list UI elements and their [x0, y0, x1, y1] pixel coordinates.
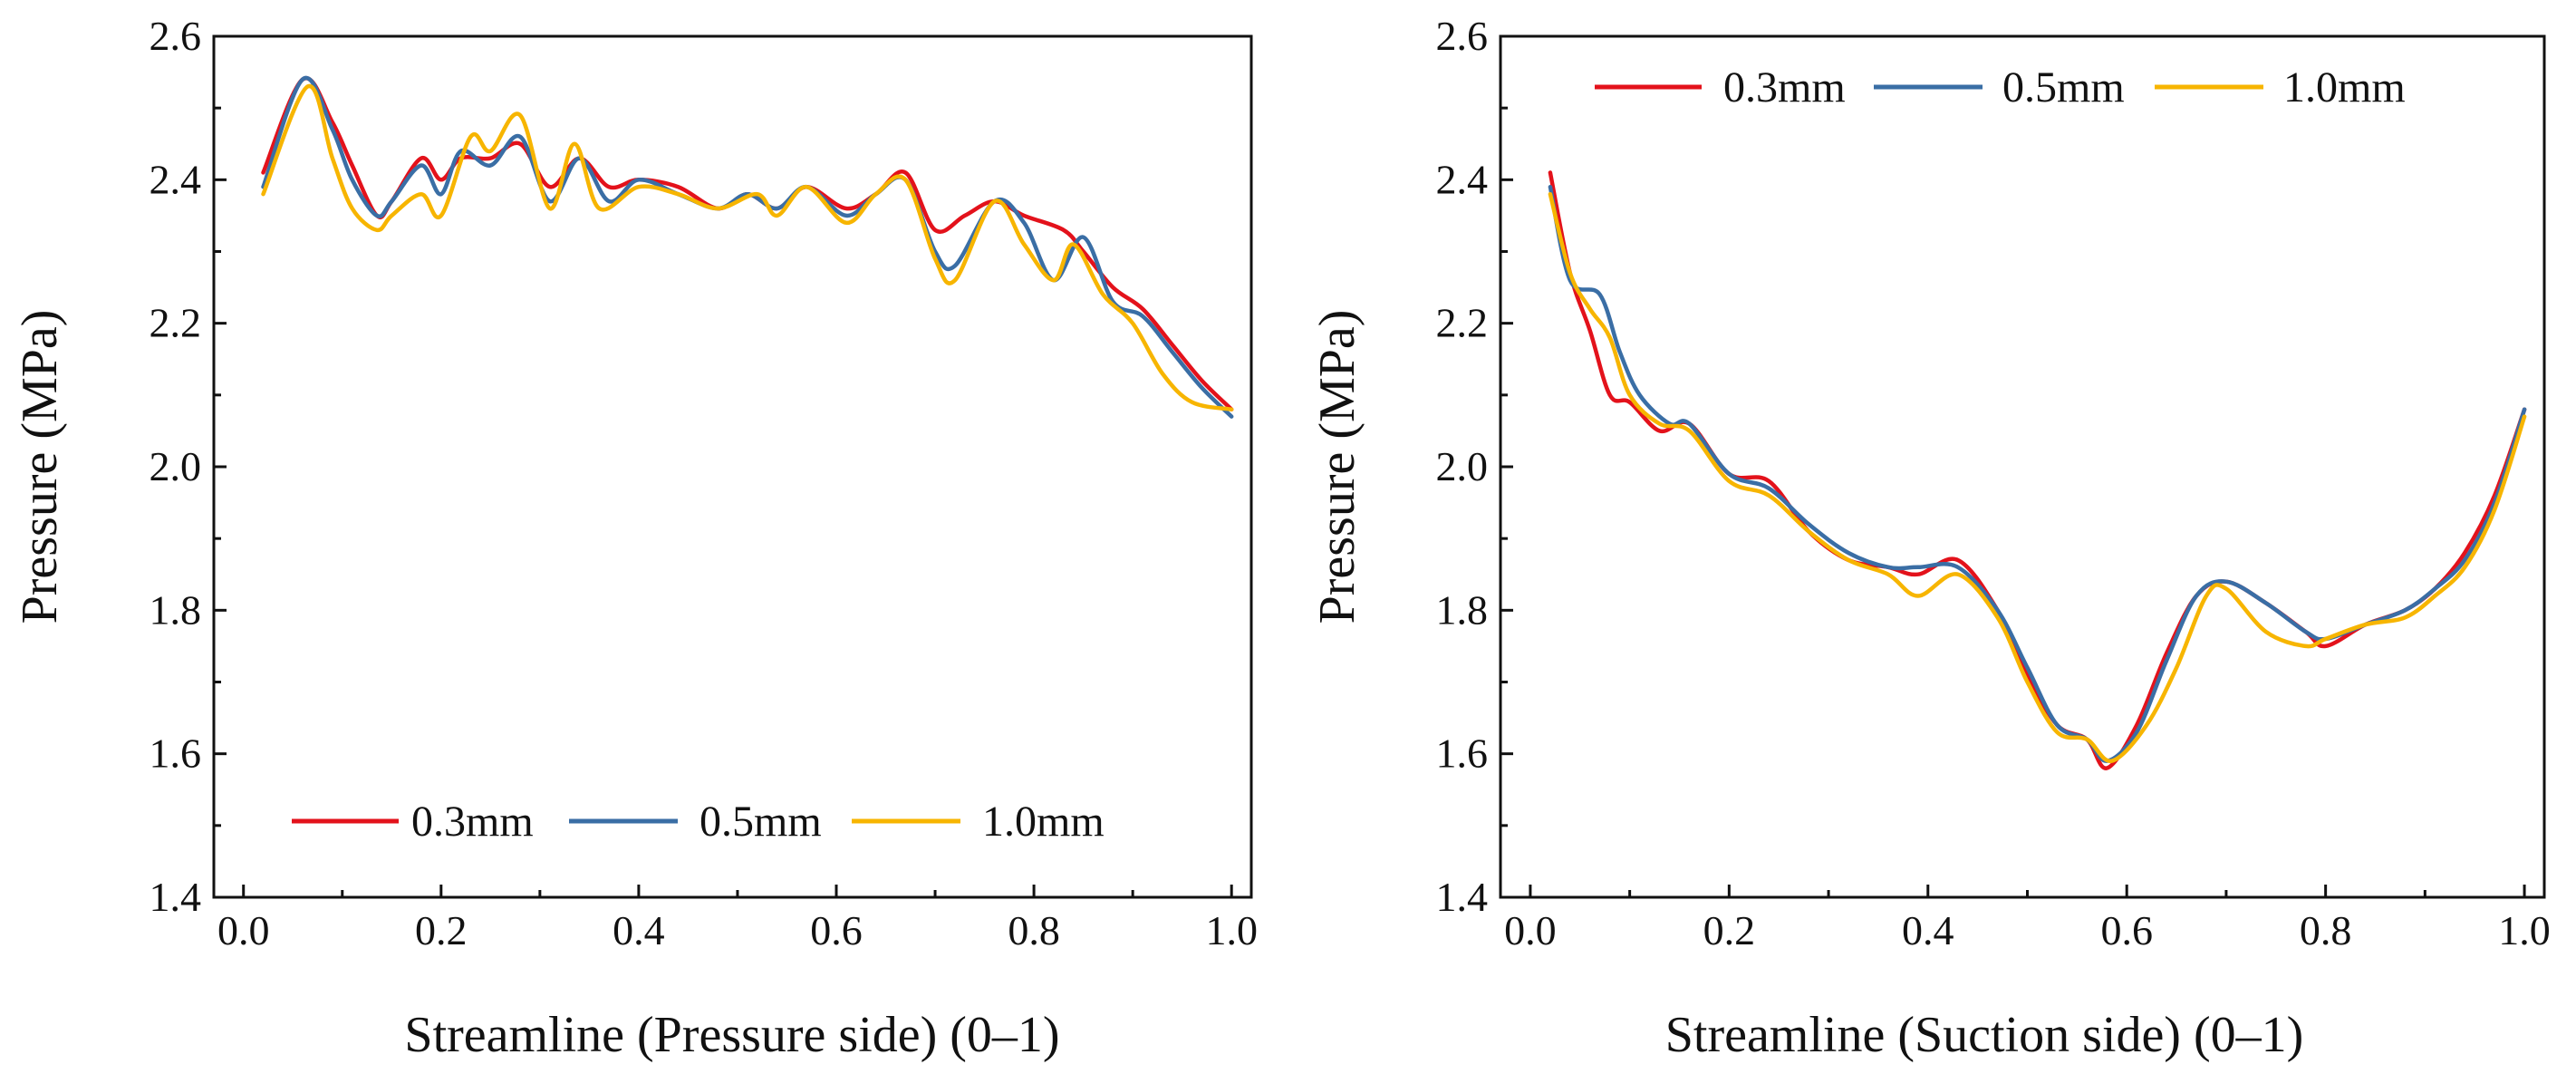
y-tick-label: 2.6 — [1436, 13, 1489, 59]
y-tick-label: 2.6 — [150, 13, 202, 59]
y-tick-label: 2.0 — [1436, 443, 1489, 489]
y-axis-title: Pressure (MPa) — [1309, 310, 1365, 624]
legend: 0.3mm 0.5mm 1.0mm — [292, 798, 1105, 846]
chart-pressure-side: 1.4 1.6 1.8 2.0 2.2 2.4 2.6 0.0 0.2 0.4 0.6 0.8 1.0… — [12, 13, 1258, 1063]
legend-label-1-0mm: 1.0mm — [982, 798, 1105, 846]
y-tick-label: 2.2 — [1436, 300, 1489, 346]
legend: 0.3mm 0.5mm 1.0mm — [1595, 63, 2406, 111]
x-tick-label: 0.8 — [2300, 907, 2352, 953]
x-tick-label: 0.0 — [217, 907, 270, 953]
series-line-0-3mm — [261, 75, 1234, 411]
x-tick-label: 0.2 — [415, 907, 468, 953]
series-line-0-5mm — [261, 75, 1234, 419]
plot-frame — [1499, 34, 2546, 899]
y-axis-ticks: 1.4 1.6 1.8 2.0 2.2 2.4 2.6 — [150, 13, 227, 920]
series-line-1-0mm — [1548, 191, 2527, 763]
series-lines — [1548, 170, 2527, 770]
y-tick-label: 1.6 — [1436, 731, 1489, 777]
x-tick-label: 0.0 — [1504, 907, 1557, 953]
x-tick-label: 1.0 — [2498, 907, 2551, 953]
x-tick-label: 0.4 — [1902, 907, 1954, 953]
y-axis-ticks: 1.4 1.6 1.8 2.0 2.2 2.4 2.6 — [1436, 13, 1513, 920]
x-axis-ticks: 0.0 0.2 0.4 0.6 0.8 1.0 — [217, 885, 1258, 953]
x-tick-label: 0.2 — [1703, 907, 1756, 953]
legend-label-0-5mm: 0.5mm — [699, 798, 822, 846]
legend-label-0-3mm: 0.3mm — [411, 798, 534, 846]
chart-suction-side: 1.4 1.6 1.8 2.0 2.2 2.4 2.6 0.0 0.2 0.4 0.6 0.8 1.0… — [1309, 13, 2551, 1063]
series-line-0-3mm — [1548, 170, 2527, 770]
y-tick-label: 1.6 — [150, 731, 202, 777]
y-tick-label: 1.8 — [1436, 586, 1489, 633]
series-lines — [261, 75, 1234, 419]
y-tick-label: 1.4 — [1436, 874, 1489, 920]
series-line-1-0mm — [261, 84, 1234, 411]
y-tick-label: 2.0 — [150, 443, 202, 489]
series-line-0-5mm — [1548, 184, 2527, 763]
y-tick-label: 2.4 — [150, 156, 202, 202]
y-tick-label: 2.4 — [1436, 156, 1489, 202]
legend-label-1-0mm: 1.0mm — [2283, 63, 2406, 111]
y-axis-title: Pressure (MPa) — [12, 310, 68, 624]
y-tick-label: 1.8 — [150, 586, 202, 633]
legend-label-0-3mm: 0.3mm — [1723, 63, 1846, 111]
plot-frame — [212, 34, 1253, 899]
x-tick-label: 1.0 — [1205, 907, 1258, 953]
y-tick-label: 1.4 — [150, 874, 202, 920]
x-tick-label: 0.6 — [810, 907, 863, 953]
x-tick-label: 0.8 — [1008, 907, 1060, 953]
legend-label-0-5mm: 0.5mm — [2002, 63, 2125, 111]
x-tick-label: 0.4 — [613, 907, 665, 953]
x-axis-title: Streamline (Pressure side) (0–1) — [404, 1007, 1059, 1063]
y-tick-label: 2.2 — [150, 300, 202, 346]
x-axis-title: Streamline (Suction side) (0–1) — [1665, 1007, 2304, 1063]
x-axis-ticks: 0.0 0.2 0.4 0.6 0.8 1.0 — [1504, 885, 2551, 953]
x-tick-label: 0.6 — [2100, 907, 2153, 953]
